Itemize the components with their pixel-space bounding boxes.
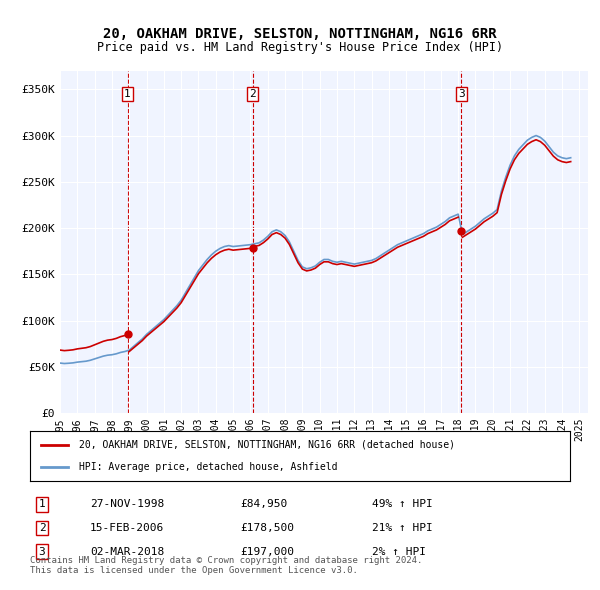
Text: HPI: Average price, detached house, Ashfield: HPI: Average price, detached house, Ashf… — [79, 462, 337, 472]
Text: 1: 1 — [38, 500, 46, 509]
Text: £178,500: £178,500 — [240, 523, 294, 533]
Text: 3: 3 — [38, 547, 46, 556]
Text: Contains HM Land Registry data © Crown copyright and database right 2024.
This d: Contains HM Land Registry data © Crown c… — [30, 556, 422, 575]
Text: 49% ↑ HPI: 49% ↑ HPI — [372, 500, 433, 509]
Text: 20, OAKHAM DRIVE, SELSTON, NOTTINGHAM, NG16 6RR (detached house): 20, OAKHAM DRIVE, SELSTON, NOTTINGHAM, N… — [79, 440, 455, 450]
Text: Price paid vs. HM Land Registry's House Price Index (HPI): Price paid vs. HM Land Registry's House … — [97, 41, 503, 54]
Text: 20, OAKHAM DRIVE, SELSTON, NOTTINGHAM, NG16 6RR: 20, OAKHAM DRIVE, SELSTON, NOTTINGHAM, N… — [103, 27, 497, 41]
Text: 2: 2 — [38, 523, 46, 533]
Text: 02-MAR-2018: 02-MAR-2018 — [90, 547, 164, 556]
Text: 21% ↑ HPI: 21% ↑ HPI — [372, 523, 433, 533]
Text: 3: 3 — [458, 89, 464, 99]
Text: £84,950: £84,950 — [240, 500, 287, 509]
Text: 1: 1 — [124, 89, 131, 99]
Text: £197,000: £197,000 — [240, 547, 294, 556]
Text: 2: 2 — [249, 89, 256, 99]
Text: 2% ↑ HPI: 2% ↑ HPI — [372, 547, 426, 556]
Text: 15-FEB-2006: 15-FEB-2006 — [90, 523, 164, 533]
Text: 27-NOV-1998: 27-NOV-1998 — [90, 500, 164, 509]
